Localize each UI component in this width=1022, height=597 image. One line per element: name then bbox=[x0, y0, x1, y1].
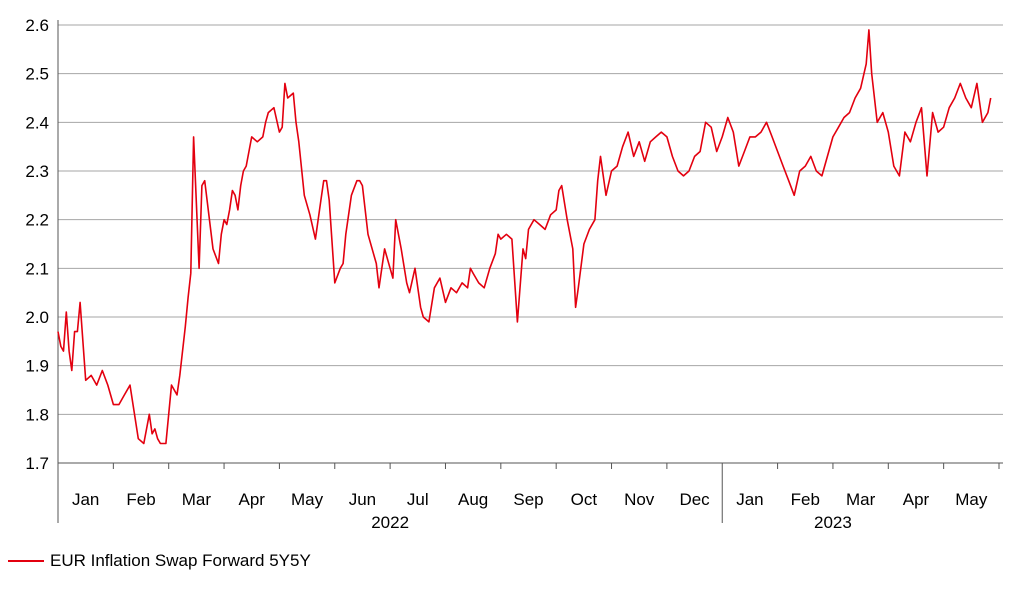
y-axis-tick-labels: 1.7 1.8 1.9 2.0 2.1 2.2 2.3 2.4 2.5 2.6 bbox=[25, 16, 49, 473]
x-tick-label: Feb bbox=[126, 490, 155, 509]
x-tick-label: Jun bbox=[349, 490, 376, 509]
x-tick-label: Aug bbox=[458, 490, 488, 509]
gridlines bbox=[58, 24, 1003, 415]
x-tick-label: Feb bbox=[791, 490, 820, 509]
x-tick-label: Nov bbox=[624, 490, 655, 509]
y-tick-label: 2.4 bbox=[25, 113, 49, 132]
x-tick-label: Mar bbox=[846, 490, 876, 509]
x-tick-label: Jan bbox=[72, 490, 99, 509]
year-label: 2023 bbox=[814, 513, 852, 532]
x-axis-ticks bbox=[57, 463, 1000, 523]
y-tick-label: 2.5 bbox=[25, 65, 49, 84]
line-chart: 1.7 1.8 1.9 2.0 2.1 2.2 2.3 2.4 2.5 2.6 Jan Feb Mar… bbox=[25, 16, 1003, 532]
y-tick-label: 2.3 bbox=[25, 162, 49, 181]
legend-label: EUR Inflation Swap Forward 5Y5Y bbox=[50, 551, 311, 570]
y-tick-label: 1.7 bbox=[25, 454, 49, 473]
y-tick-label: 2.2 bbox=[25, 211, 49, 230]
legend-line-swatch bbox=[8, 560, 44, 562]
x-tick-label: Sep bbox=[513, 490, 543, 509]
series-line-eur-inflation-swap bbox=[57, 29, 992, 445]
x-tick-label: Jul bbox=[407, 490, 429, 509]
x-axis-year-labels: 2022 2023 bbox=[371, 513, 852, 532]
x-axis-month-labels: Jan Feb Mar Apr May Jun Jul Aug Sep Oct Nov Dec Jan F… bbox=[72, 490, 988, 509]
y-tick-label: 1.9 bbox=[25, 357, 49, 376]
x-tick-label: Oct bbox=[571, 490, 598, 509]
x-tick-label: Apr bbox=[239, 490, 266, 509]
x-tick-label: May bbox=[291, 490, 324, 509]
y-tick-label: 1.8 bbox=[25, 405, 49, 424]
x-tick-label: Jan bbox=[736, 490, 763, 509]
y-tick-label: 2.0 bbox=[25, 308, 49, 327]
year-label: 2022 bbox=[371, 513, 409, 532]
x-tick-label: Mar bbox=[182, 490, 212, 509]
y-tick-label: 2.6 bbox=[25, 16, 49, 35]
x-tick-label: Apr bbox=[903, 490, 930, 509]
y-tick-label: 2.1 bbox=[25, 259, 49, 278]
legend: EUR Inflation Swap Forward 5Y5Y bbox=[8, 551, 311, 571]
x-tick-label: Dec bbox=[679, 490, 710, 509]
x-tick-label: May bbox=[955, 490, 988, 509]
